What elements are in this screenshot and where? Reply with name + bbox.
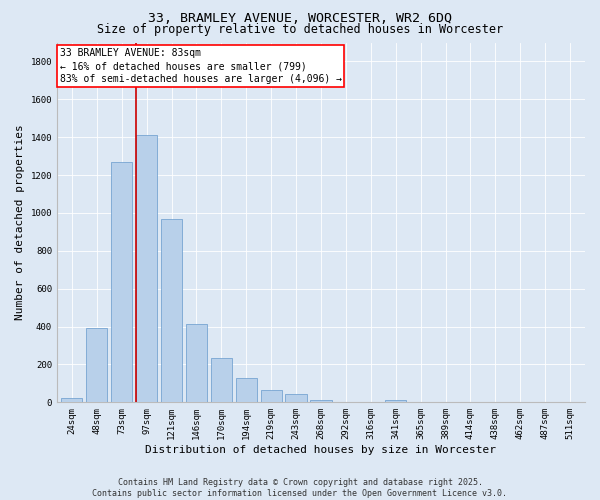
Bar (286, 394, 307, 402)
Bar (260, 390, 282, 402)
Bar (161, 218, 182, 402)
Bar (310, 400, 332, 402)
X-axis label: Distribution of detached houses by size in Worcester: Distribution of detached houses by size … (145, 445, 496, 455)
Bar (236, 378, 257, 402)
Y-axis label: Number of detached properties: Number of detached properties (15, 124, 25, 320)
Text: 33 BRAMLEY AVENUE: 83sqm
← 16% of detached houses are smaller (799)
83% of semi-: 33 BRAMLEY AVENUE: 83sqm ← 16% of detach… (59, 48, 341, 84)
Bar (86, 328, 107, 402)
Bar (186, 324, 207, 402)
Bar (385, 400, 406, 402)
Bar (61, 398, 82, 402)
Text: Size of property relative to detached houses in Worcester: Size of property relative to detached ho… (97, 22, 503, 36)
Bar (211, 358, 232, 403)
Bar (136, 136, 157, 402)
Text: Contains HM Land Registry data © Crown copyright and database right 2025.
Contai: Contains HM Land Registry data © Crown c… (92, 478, 508, 498)
Text: 33, BRAMLEY AVENUE, WORCESTER, WR2 6DQ: 33, BRAMLEY AVENUE, WORCESTER, WR2 6DQ (148, 12, 452, 26)
Bar (111, 162, 132, 402)
